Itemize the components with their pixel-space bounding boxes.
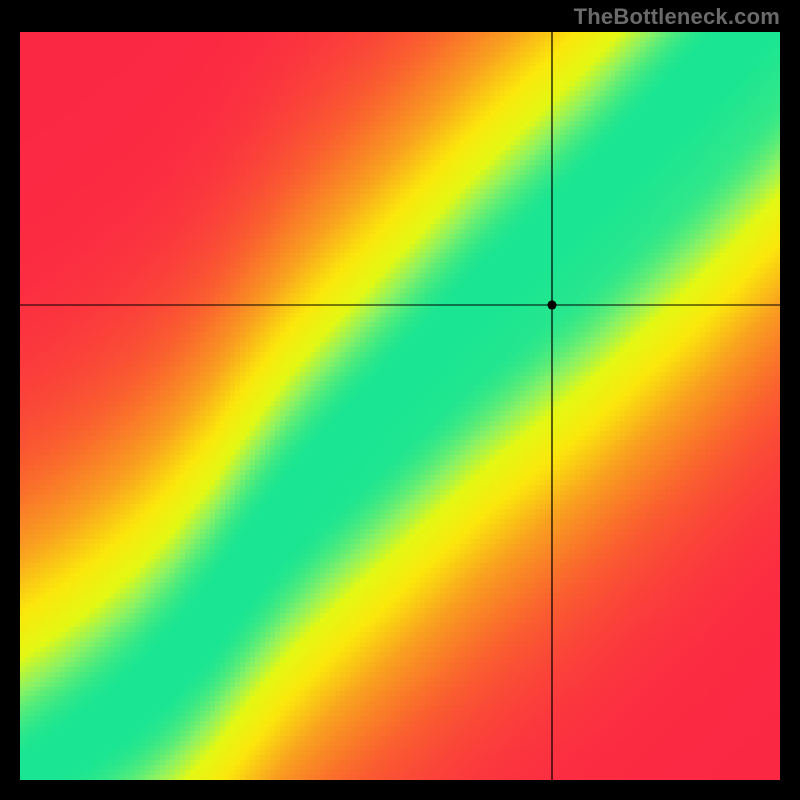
watermark-text: TheBottleneck.com [574, 4, 780, 30]
plot-area [20, 32, 780, 780]
bottleneck-heatmap [20, 32, 780, 780]
figure-container: TheBottleneck.com [0, 0, 800, 800]
